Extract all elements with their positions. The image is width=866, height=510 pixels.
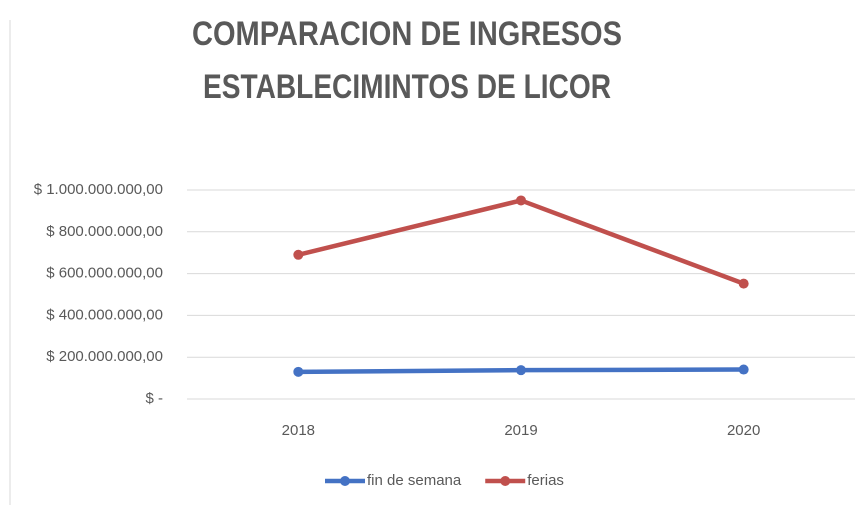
y-tick-label: $ 200.000.000,00 [46,348,163,365]
data-point [738,364,749,375]
data-point [516,365,526,376]
y-tick-label: $ 600.000.000,00 [46,265,163,282]
y-tick-label: $ - [145,390,163,407]
x-tick-label: 2018 [282,422,315,439]
chart-title: ESTABLECIMINTOS DE LICOR [203,68,611,106]
data-point [516,195,526,206]
x-tick-label: 2019 [504,422,537,439]
series-line [297,198,745,286]
data-point [293,249,304,260]
legend-label: ferias [527,472,564,489]
y-tick-label: $ 1.000.000.000,00 [34,181,163,198]
x-tick-label: 2020 [727,422,760,439]
chart-title: COMPARACION DE INGRESOS [192,15,622,53]
legend-marker [500,476,511,486]
legend-label: fin de semana [367,472,462,489]
legend-marker [340,476,350,486]
data-point [293,366,304,377]
y-tick-label: $ 800.000.000,00 [46,223,163,240]
y-tick-label: $ 400.000.000,00 [46,306,163,323]
data-point [738,278,749,289]
